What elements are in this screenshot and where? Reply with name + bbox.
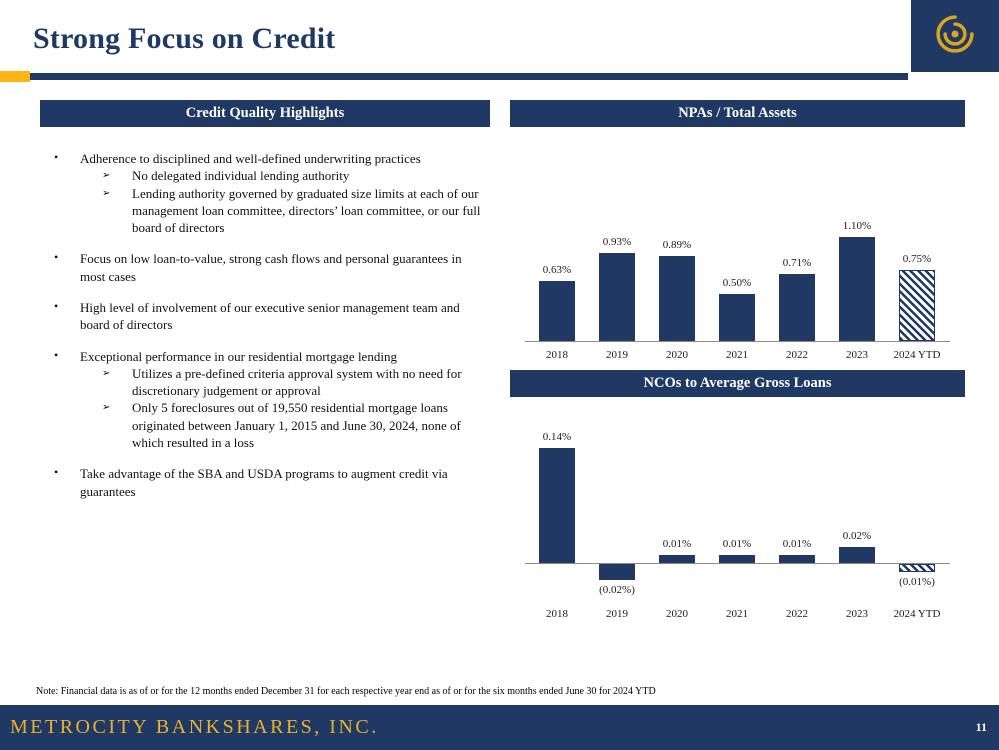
bar-2021: [719, 293, 755, 341]
sub-bullet-marker-icon: ➢: [102, 367, 111, 379]
bar-value-label: 0.93%: [602, 235, 632, 248]
sub-bullet-text: No delegated individual lending authorit…: [132, 168, 350, 184]
bar-2019: [599, 564, 635, 581]
x-axis-tick-label: 2018: [546, 349, 568, 361]
bar-value-label: 0.01%: [782, 537, 812, 550]
title-divider: [0, 71, 908, 82]
bullet-text: High level of involvement of our executi…: [80, 299, 460, 333]
bar-value-label: (0.02%): [599, 584, 635, 597]
bar-2021: [719, 554, 755, 563]
bullet-item: • Take advantage of the SBA and USDA prog…: [40, 465, 490, 500]
bullet-text: Exceptional performance in our residenti…: [80, 348, 397, 364]
x-axis-tick-label: 2019: [606, 608, 628, 620]
bar-2020: [659, 554, 695, 563]
x-axis-line: [525, 341, 950, 342]
bar-value-label: 0.63%: [542, 264, 572, 277]
page-number: 11: [975, 720, 987, 734]
sub-bullet-row: ➢ No delegated individual lending authori…: [102, 167, 490, 184]
x-axis-tick-label: 2023: [846, 608, 868, 620]
sub-bullet-text: Utilizes a pre-defined criteria approval…: [132, 365, 462, 399]
bar-2024 YTD: [899, 564, 935, 573]
x-axis-line: [525, 563, 950, 564]
bullet-item: • Focus on low loan-to-value, strong cash…: [40, 250, 490, 285]
nco-chart-header: NCOs to Average Gross Loans: [510, 370, 965, 397]
bar-value-label: 0.89%: [662, 239, 692, 252]
company-name: METROCITY BANKSHARES, INC.: [10, 716, 379, 738]
x-axis-tick-label: 2020: [666, 349, 688, 361]
charts-panel: NPAs / Total Assets 0.63% 2018 0.93% 2019 0.…: [510, 100, 965, 647]
bullet-row: • Take advantage of the SBA and USDA prog…: [40, 465, 490, 500]
bar-value-label: 0.71%: [782, 256, 812, 269]
npa-chart-header: NPAs / Total Assets: [510, 100, 965, 127]
sub-bullet-row: ➢ Utilizes a pre-defined criteria approva…: [102, 365, 490, 400]
divider-gold-accent: [0, 71, 30, 82]
sub-bullet-text: Only 5 foreclosures out of 19,550 reside…: [132, 400, 461, 450]
bar-2023: [839, 546, 875, 563]
x-axis-tick-label: 2024 YTD: [893, 349, 941, 361]
highlights-list: • Adherence to disciplined and well-defin…: [40, 150, 490, 500]
bullet-item: • High level of involvement of our execut…: [40, 299, 490, 334]
page-title: Strong Focus on Credit: [33, 22, 336, 55]
bullet-marker-icon: •: [54, 298, 59, 313]
bar-value-label: 0.02%: [842, 529, 872, 542]
bar-2024 YTD: [899, 269, 935, 341]
bar-value-label: 0.14%: [542, 431, 572, 444]
sub-bullet-text: Lending authority governed by graduated …: [132, 185, 481, 236]
sub-bullet-row: ➢ Only 5 foreclosures out of 19,550 resid…: [102, 399, 490, 451]
x-axis-tick-label: 2024 YTD: [893, 608, 941, 620]
x-axis-tick-label: 2021: [726, 608, 748, 620]
bar-2018: [539, 448, 575, 563]
bar-2022: [779, 554, 815, 563]
bar-value-label: 0.01%: [722, 537, 752, 550]
sub-bullet-marker-icon: ➢: [102, 187, 111, 199]
credit-quality-header: Credit Quality Highlights: [40, 100, 490, 127]
nco-bar-chart: 0.14% 2018 (0.02%) 2019 0.01% 2020 0.01% 2021 0.…: [510, 397, 965, 647]
x-axis-tick-label: 2022: [786, 349, 808, 361]
bullet-marker-icon: •: [54, 347, 59, 362]
bullet-marker-icon: •: [54, 465, 59, 480]
sub-bullet-marker-icon: ➢: [102, 170, 111, 182]
bar-2020: [659, 256, 695, 341]
x-axis-tick-label: 2018: [546, 608, 568, 620]
swirl-logo-icon: [924, 5, 986, 68]
bullet-text: Adherence to disciplined and well-define…: [80, 151, 421, 166]
divider-line: [30, 73, 908, 80]
bar-value-label: 0.50%: [722, 276, 752, 289]
sub-bullet-row: ➢ Lending authority governed by graduated…: [102, 185, 490, 237]
bullet-marker-icon: •: [54, 250, 59, 265]
x-axis-tick-label: 2023: [846, 349, 868, 361]
bullet-row: • High level of involvement of our execut…: [40, 299, 490, 334]
bar-value-label: 0.75%: [902, 252, 932, 265]
bar-value-label: 0.01%: [662, 537, 692, 550]
bar-value-label: (0.01%): [899, 576, 935, 589]
x-axis-tick-label: 2019: [606, 349, 628, 361]
bullet-row: • Adherence to disciplined and well-defin…: [40, 150, 490, 167]
company-logo: [911, 0, 999, 72]
sub-bullet-marker-icon: ➢: [102, 402, 111, 414]
bar-value-label: 1.10%: [842, 219, 872, 232]
bar-2023: [839, 236, 875, 341]
bar-2022: [779, 273, 815, 341]
bar-2019: [599, 252, 635, 341]
bullet-row: • Focus on low loan-to-value, strong cash…: [40, 250, 490, 285]
x-axis-tick-label: 2021: [726, 349, 748, 361]
bullet-text: Take advantage of the SBA and USDA progr…: [80, 466, 448, 499]
footer-bar: METROCITY BANKSHARES, INC. 11: [0, 705, 999, 750]
bullet-marker-icon: •: [54, 150, 59, 164]
x-axis-tick-label: 2022: [786, 608, 808, 620]
bullet-item: • Adherence to disciplined and well-defin…: [40, 150, 490, 236]
bullet-row: • Exceptional performance in our resident…: [40, 348, 490, 365]
bar-2018: [539, 281, 575, 341]
bullet-text: Focus on low loan-to-value, strong cash …: [80, 251, 462, 284]
npa-bar-chart: 0.63% 2018 0.93% 2019 0.89% 2020 0.50% 2021 0.71…: [510, 127, 965, 370]
x-axis-tick-label: 2020: [666, 608, 688, 620]
bullet-item: • Exceptional performance in our resident…: [40, 348, 490, 452]
credit-quality-panel: Credit Quality Highlights • Adherence to …: [40, 100, 490, 514]
footnote: Note: Financial data is as of or for the…: [36, 686, 656, 697]
